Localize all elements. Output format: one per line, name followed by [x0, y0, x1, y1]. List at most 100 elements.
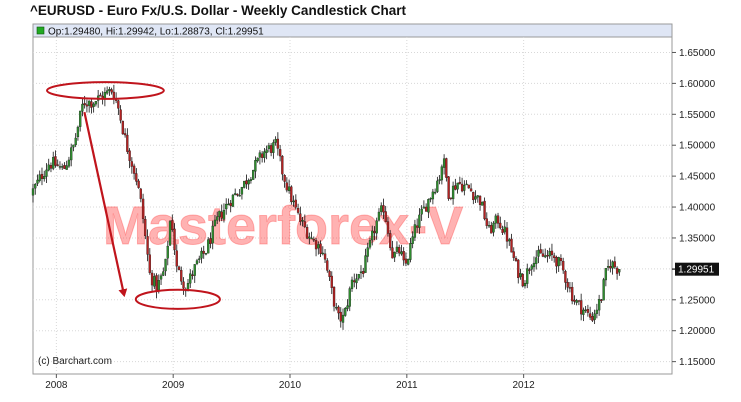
y-tick-label: 1.45000: [679, 172, 716, 183]
candle-body: [362, 271, 365, 274]
candle-body: [413, 224, 417, 238]
x-axis-ticks: 2008 2009 2010 2011 2012: [45, 374, 535, 391]
candle-body: [310, 237, 313, 240]
candle-body: [377, 211, 381, 221]
annotation-arrow: [83, 111, 128, 298]
candle-body: [211, 225, 214, 244]
candle-body: [496, 215, 500, 224]
candle-body: [299, 213, 302, 222]
annotation-ellipse: [46, 81, 165, 100]
candle-body: [512, 251, 515, 258]
candle-body: [564, 271, 567, 283]
candle-body: [272, 142, 275, 153]
candle-body: [422, 206, 426, 209]
candle-body: [503, 226, 506, 233]
candle-body: [296, 208, 300, 213]
candle-body: [301, 220, 304, 222]
candle-body: [613, 261, 616, 268]
y-tick-label: 1.20000: [679, 326, 716, 337]
candle-body: [123, 133, 127, 136]
candle-body: [550, 250, 554, 256]
candle-body: [463, 185, 466, 191]
candle-body: [588, 313, 592, 318]
candle-body: [445, 158, 448, 178]
candle-body: [510, 238, 513, 253]
candle-body: [135, 173, 138, 182]
candle-body: [416, 225, 419, 228]
candle-body: [67, 159, 71, 167]
candle-body: [245, 180, 248, 185]
candle-body: [490, 225, 493, 234]
x-tick-label: 2010: [279, 380, 302, 391]
candle-body: [366, 247, 369, 257]
candle-body: [130, 161, 133, 167]
candle-body: [580, 300, 583, 315]
candle-body: [132, 165, 136, 174]
candle-body: [492, 222, 495, 233]
candle-body: [222, 210, 226, 220]
candle-body: [110, 89, 113, 93]
candle-body: [166, 245, 169, 259]
candle-body: [604, 268, 608, 281]
candle-body: [537, 249, 540, 257]
candle-body: [238, 195, 241, 197]
candle-body: [555, 257, 558, 267]
candle-body: [553, 255, 556, 259]
candle-body: [256, 157, 259, 162]
candle-body: [609, 266, 612, 269]
candle-body: [141, 198, 145, 219]
candle-body: [243, 180, 246, 188]
candle-body: [70, 147, 73, 161]
candle-body: [308, 236, 311, 239]
candle-body: [231, 194, 235, 207]
candle-body: [559, 258, 563, 262]
candle-body: [611, 261, 614, 269]
candle-body: [566, 282, 569, 288]
candle-body: [442, 158, 446, 168]
candle-body: [34, 184, 37, 189]
candle-body: [562, 261, 565, 271]
candle-body: [267, 145, 271, 149]
candle-body: [591, 316, 594, 321]
candle-body: [600, 299, 603, 301]
candle-body: [535, 257, 538, 264]
candle-body: [207, 239, 210, 254]
candle-body: [278, 149, 282, 157]
candle-body: [323, 253, 327, 260]
candle-body: [465, 183, 468, 186]
candle-body: [305, 227, 309, 239]
candle-body: [209, 238, 212, 245]
candle-body: [330, 275, 333, 288]
plot-area: [32, 36, 673, 375]
y-tick-label: 1.15000: [679, 357, 716, 368]
last-price-box: 1.29951: [675, 262, 719, 276]
candle-body: [40, 173, 44, 179]
candle-body: [303, 221, 306, 228]
candle-body: [595, 309, 599, 314]
candle-body: [92, 103, 95, 107]
candle-body: [177, 266, 181, 270]
candle-body: [438, 179, 441, 181]
candle-body: [85, 104, 89, 107]
candle-body: [436, 180, 439, 192]
candle-body: [65, 165, 68, 170]
candle-body: [195, 260, 199, 264]
candle-body: [341, 314, 345, 323]
candle-body: [568, 287, 572, 289]
candle-body: [487, 224, 491, 227]
candle-body: [364, 255, 367, 273]
candle-body: [517, 259, 520, 279]
candle-body: [269, 145, 273, 153]
candle-body: [391, 247, 394, 259]
candle-body: [43, 176, 46, 180]
candle-body: [191, 274, 194, 276]
candle-body: [371, 230, 374, 241]
candle-body: [505, 227, 509, 242]
candle-body: [409, 243, 412, 260]
candle-body: [380, 205, 383, 212]
candle-body: [61, 166, 64, 168]
candle-body: [541, 253, 545, 257]
candle-body: [384, 211, 387, 222]
grid-lines: [33, 37, 672, 374]
candle-body: [229, 202, 232, 207]
